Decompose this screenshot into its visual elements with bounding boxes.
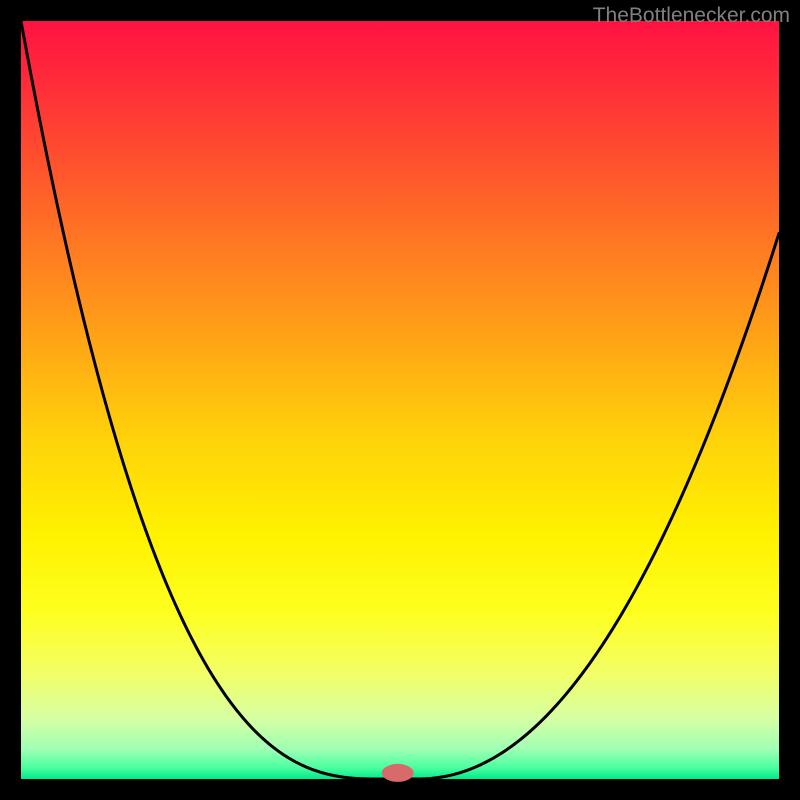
- bottleneck-chart: [0, 0, 800, 800]
- valley-marker: [382, 764, 414, 782]
- plot-background: [21, 21, 779, 779]
- chart-stage: TheBottlenecker.com: [0, 0, 800, 800]
